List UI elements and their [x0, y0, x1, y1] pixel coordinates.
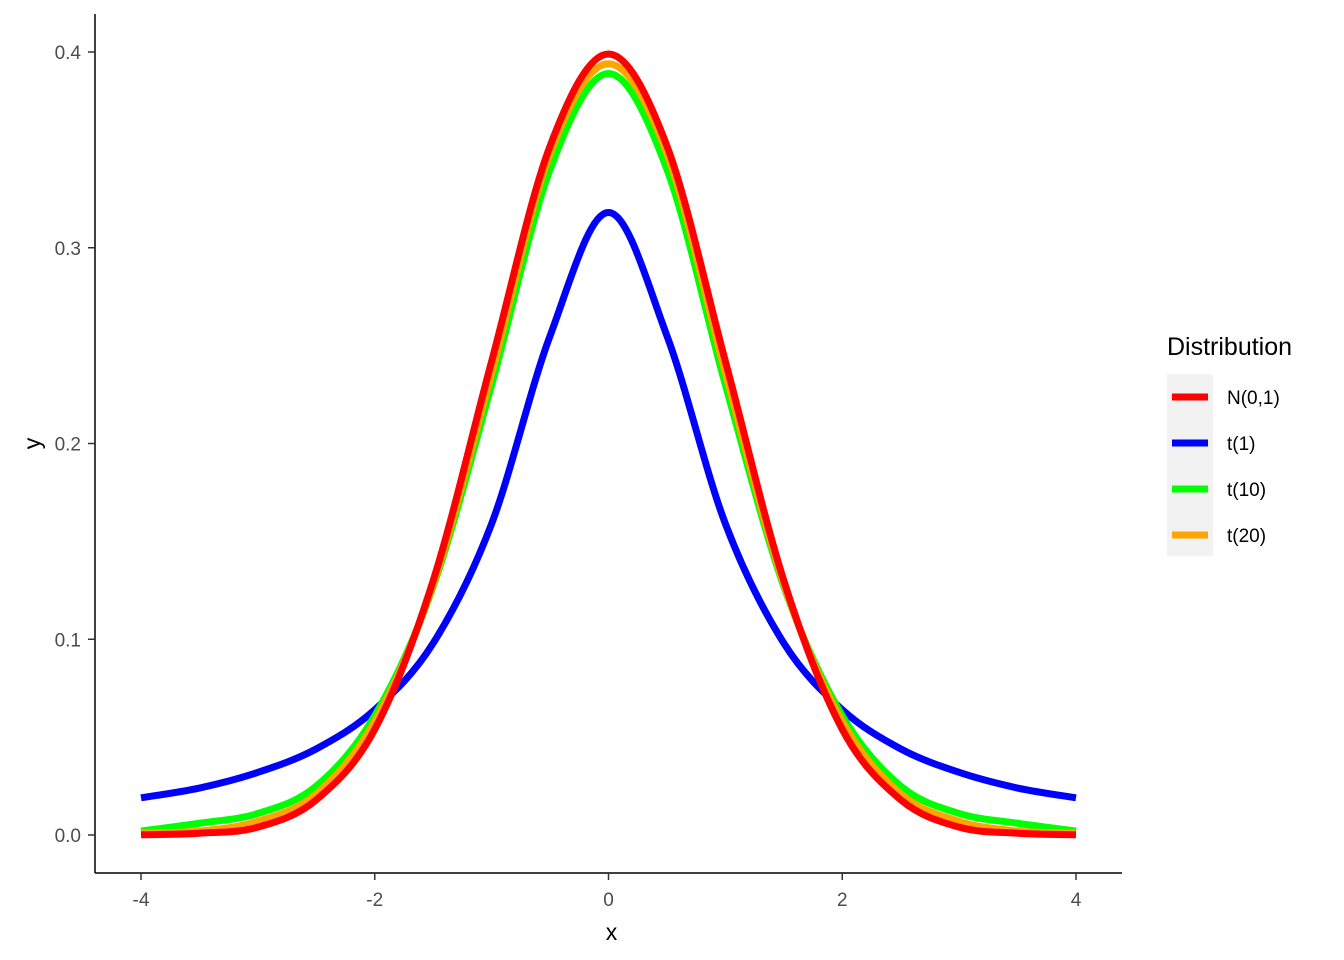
legend-label-t-20: t(20) [1227, 526, 1266, 547]
series-line-t-1 [140, 209, 1077, 802]
x-tick-label: -2 [366, 890, 383, 911]
legend-label-n-0-1: N(0,1) [1227, 388, 1280, 409]
legend-key-background [1167, 374, 1213, 556]
y-tick-label: 0.1 [55, 630, 81, 651]
legend-items: N(0,1) t(1) t(10) t(20) [1172, 388, 1280, 547]
y-axis-title: y [19, 437, 45, 449]
series-line-t-20 [140, 60, 1077, 837]
y-tick-label: 0.0 [55, 826, 81, 847]
series-line-n-0-1 [140, 50, 1077, 839]
x-axis-title: x [606, 919, 618, 945]
axes [94, 14, 1122, 874]
x-axis-ticks: -4 -2 0 2 4 [133, 873, 1082, 911]
legend-title: Distribution [1167, 333, 1292, 361]
y-tick-label: 0.4 [55, 43, 82, 64]
y-axis-ticks: 0.0 0.1 0.2 0.3 0.4 [55, 43, 95, 847]
legend-label-t-10: t(10) [1227, 480, 1266, 501]
y-tick-label: 0.3 [55, 239, 81, 260]
y-tick-label: 0.2 [55, 435, 81, 456]
x-tick-label: 0 [603, 890, 614, 911]
x-tick-label: 4 [1071, 890, 1082, 911]
series-line-t-10 [140, 70, 1077, 835]
legend: Distribution N(0,1) t(1) t(10) t(20) [1167, 333, 1292, 556]
x-tick-label: -4 [133, 890, 150, 911]
x-tick-label: 2 [837, 890, 848, 911]
legend-label-t-1: t(1) [1227, 434, 1256, 455]
series-lines [140, 50, 1077, 839]
